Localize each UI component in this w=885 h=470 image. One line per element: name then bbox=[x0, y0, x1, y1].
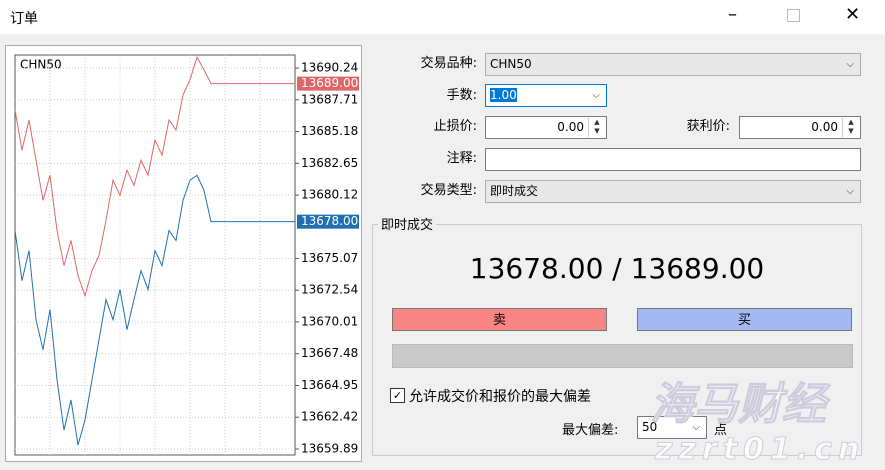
volume-label: 手数: bbox=[446, 88, 477, 103]
tp-input[interactable]: 0.00 ▲ ▼ bbox=[739, 116, 861, 139]
chart-symbol: CHN50 bbox=[20, 58, 62, 72]
price-line bbox=[14, 55, 295, 298]
watermark-name: 海马财经 bbox=[650, 379, 827, 431]
tp-value: 0.00 bbox=[811, 120, 838, 134]
price-label-bg bbox=[297, 214, 359, 229]
symbol-value: CHN50 bbox=[490, 57, 532, 71]
buy-button[interactable]: 买 bbox=[637, 308, 852, 331]
minimize-button[interactable]: – bbox=[728, 4, 737, 25]
y-tick-label: 13680.12 bbox=[301, 188, 358, 202]
comment-input[interactable] bbox=[485, 148, 861, 171]
chart-panel bbox=[5, 45, 362, 462]
watermark-url: zzrt01.cn bbox=[654, 432, 866, 468]
tp-label: 获利价: bbox=[686, 119, 730, 134]
y-tick-label: 13685.18 bbox=[301, 124, 358, 138]
sl-input[interactable]: 0.00 ▲ ▼ bbox=[485, 116, 607, 139]
chart: CHN50 13690.24 13687.71 13685.18 13682.65 13… bbox=[14, 54, 359, 456]
close-button[interactable]: ✕ bbox=[845, 4, 861, 25]
price-label-bg bbox=[297, 76, 359, 91]
group-title: 即时成交 bbox=[378, 214, 437, 233]
sell-button[interactable]: 卖 bbox=[392, 308, 607, 331]
execution-group bbox=[372, 224, 862, 456]
window-title: 订单 bbox=[10, 11, 38, 27]
price-label: 13678.00 bbox=[301, 214, 358, 228]
deviation-label: 最大偏差: bbox=[562, 423, 619, 438]
y-tick-label: 13659.89 bbox=[301, 441, 358, 455]
y-tick-label: 13690.24 bbox=[301, 61, 358, 75]
y-tick-label: 13682.65 bbox=[301, 156, 358, 170]
sl-label: 止损价: bbox=[433, 119, 477, 134]
symbol-label: 交易品种: bbox=[420, 56, 477, 71]
volume-value: 1.00 bbox=[490, 88, 517, 102]
type-label: 交易类型: bbox=[420, 183, 477, 198]
price-label: 13689.00 bbox=[301, 76, 358, 90]
deviation-check-label: 允许成交价和报价的最大偏差 bbox=[409, 389, 591, 405]
y-tick-label: 13667.48 bbox=[301, 346, 358, 360]
sl-value: 0.00 bbox=[557, 120, 584, 134]
deviation-value: 50 bbox=[642, 420, 658, 434]
y-tick-label: 13664.95 bbox=[301, 378, 358, 392]
y-tick-label: 13672.54 bbox=[301, 283, 358, 297]
y-tick-label: 13675.07 bbox=[301, 251, 358, 265]
deviation-unit: 点 bbox=[714, 423, 728, 438]
progress-bar bbox=[392, 344, 853, 368]
maximize-button[interactable] bbox=[787, 9, 800, 22]
y-tick-label: 13670.01 bbox=[301, 314, 358, 328]
y-tick-label: 13687.71 bbox=[301, 92, 358, 106]
price-line bbox=[14, 174, 295, 446]
comment-label: 注释: bbox=[446, 151, 477, 166]
title-bar: 订单 – ✕ bbox=[0, 0, 885, 34]
y-tick-label: 13662.42 bbox=[301, 410, 358, 424]
type-value: 即时成交 bbox=[490, 184, 539, 198]
deviation-select[interactable]: 50 ⌵ bbox=[637, 416, 707, 439]
type-select[interactable]: 即时成交 ⌵ bbox=[485, 180, 861, 203]
bid-ask-prices: 13678.00 / 13689.00 bbox=[469, 252, 765, 285]
deviation-checkbox[interactable]: ✓ bbox=[390, 388, 405, 403]
symbol-select[interactable]: CHN50 ⌵ bbox=[485, 53, 861, 76]
volume-select[interactable]: 1.00 ⌵ bbox=[485, 84, 607, 107]
